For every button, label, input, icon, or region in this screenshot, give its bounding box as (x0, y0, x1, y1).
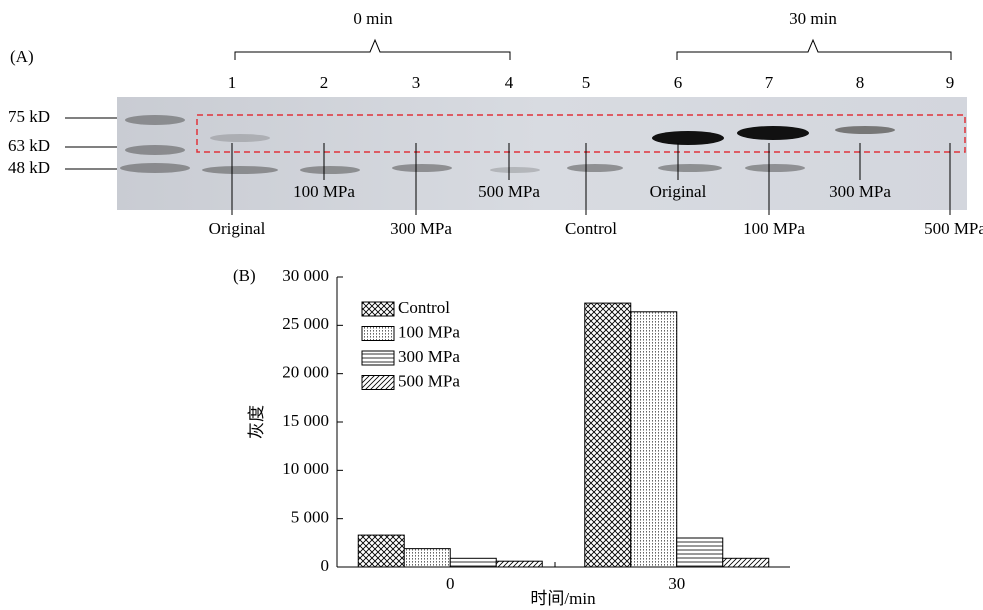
legend-label: 500 MPa (398, 371, 460, 390)
y-tick-label: 25 000 (282, 314, 329, 333)
panel-label: (B) (233, 266, 256, 285)
gel-band (652, 131, 724, 145)
bar (630, 311, 678, 568)
gel-band (737, 126, 809, 140)
bar (357, 534, 405, 568)
gel-image (117, 97, 967, 210)
lane-label: Control (565, 219, 617, 238)
lane-number: 2 (320, 73, 329, 92)
lane-label: Original (650, 182, 707, 201)
x-tick-label: 30 (668, 574, 685, 593)
brace (234, 38, 511, 60)
y-tick-label: 15 000 (282, 411, 329, 430)
lane-label: 300 MPa (390, 219, 452, 238)
marker-label: 48 kD (8, 158, 50, 177)
gel-band (835, 126, 895, 134)
legend-swatch (361, 375, 395, 390)
lane-number: 8 (856, 73, 865, 92)
y-tick-label: 10 000 (282, 459, 329, 478)
panel-label: (A) (10, 47, 34, 66)
lane-number: 3 (412, 73, 421, 92)
lane-label: 500 MPa (924, 219, 983, 238)
group-label: 30 min (789, 9, 837, 28)
lane-number: 9 (946, 73, 955, 92)
chart: (B) 0 5 000 10 000 15 000 20 000 25 000 30 000 灰… (233, 266, 790, 608)
bar (449, 557, 497, 568)
y-tick-label: 20 000 (282, 363, 329, 382)
y-tick-label: 5 000 (291, 508, 329, 527)
x-axis-label: 时间/min (530, 589, 596, 608)
y-tick-label: 0 (321, 556, 330, 575)
brace (676, 38, 952, 60)
lane-label: 100 MPa (743, 219, 805, 238)
lane-number: 4 (505, 73, 514, 92)
lane-number: 6 (674, 73, 683, 92)
lane-number: 7 (765, 73, 774, 92)
y-tick-label: 30 000 (282, 266, 329, 285)
legend-label: 300 MPa (398, 347, 460, 366)
legend-swatch (361, 350, 395, 366)
y-axis-label: 灰度 (247, 405, 266, 439)
legend-swatch (361, 326, 395, 341)
x-tick-label: 0 (446, 574, 455, 593)
highlight-box (196, 114, 966, 153)
marker-label: 63 kD (8, 136, 50, 155)
lane-label: 500 MPa (478, 182, 540, 201)
bar (495, 560, 543, 568)
group-label: 0 min (353, 9, 393, 28)
bar (403, 548, 451, 568)
marker-label: 75 kD (8, 107, 50, 126)
legend-label: 100 MPa (398, 322, 460, 341)
lane-label: Original (209, 219, 266, 238)
legend-swatch (361, 301, 395, 317)
lane-number: 5 (582, 73, 591, 92)
bar (584, 302, 632, 568)
legend-label: Control (398, 298, 450, 317)
lane-label: 300 MPa (829, 182, 891, 201)
lane-label: 100 MPa (293, 182, 355, 201)
bar (676, 537, 724, 568)
bar (722, 557, 770, 568)
lane-number: 1 (228, 73, 237, 92)
gel-bands (120, 115, 805, 174)
gel-annotations: 0 min 30 min 75 kD 63 kD 48 kD 1 2 3 4 5 6 7 8 9 Origi… (8, 9, 983, 238)
